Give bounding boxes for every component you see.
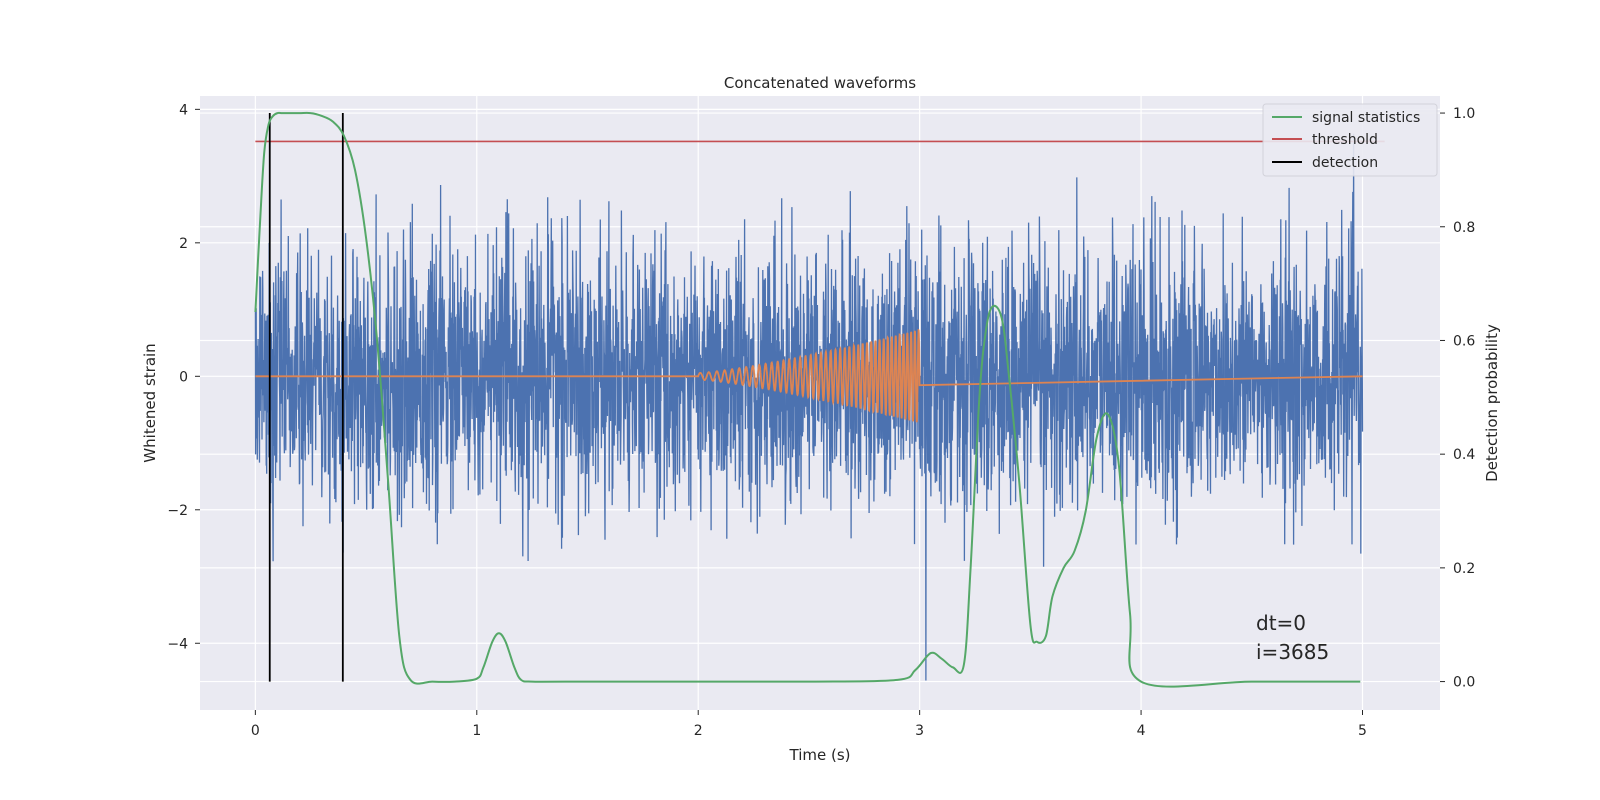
y-axis-label-left: Whitened strain — [141, 343, 159, 462]
y-tick-label-right: 0.6 — [1453, 333, 1475, 349]
y-tick-label-right: 0.4 — [1453, 447, 1475, 463]
data-layer — [254, 111, 1385, 688]
legend-label-signal-statistics: signal statistics — [1312, 110, 1420, 126]
x-tick-label: 1 — [472, 723, 481, 739]
legend-box — [1262, 103, 1438, 177]
y-tick-label-left: −2 — [167, 503, 188, 519]
x-tick-label: 0 — [251, 723, 260, 739]
legend-label-detection: detection — [1312, 155, 1378, 171]
legend-label-threshold: threshold — [1312, 132, 1378, 148]
annotation-dt: dt=0 — [1256, 611, 1306, 635]
x-tick-label: 4 — [1137, 723, 1146, 739]
strain-series — [254, 133, 1364, 681]
y-tick-label-right: 0.8 — [1453, 220, 1475, 236]
axes: 0 1 2 3 4 5 −4 −2 0 2 4 0.0 0.2 0.4 0.6 0.8 1.0 — [167, 102, 1475, 739]
x-tick-label: 3 — [915, 723, 924, 739]
annotation-index: i=3685 — [1256, 640, 1329, 664]
signal-statistics-series — [254, 111, 1361, 688]
y-tick-label-left: 2 — [179, 236, 188, 252]
y-tick-label-left: 0 — [179, 369, 188, 385]
chart-title: Concatenated waveforms — [724, 74, 916, 92]
x-tick-label: 5 — [1358, 723, 1367, 739]
y-tick-label-left: 4 — [179, 102, 188, 118]
x-axis-label: Time (s) — [789, 746, 851, 764]
y-tick-label-right: 0.2 — [1453, 561, 1475, 577]
y-tick-label-left: −4 — [167, 636, 188, 652]
injected-signal-series — [255, 328, 1363, 423]
x-tick-label: 2 — [694, 723, 703, 739]
y-tick-label-right: 1.0 — [1453, 106, 1475, 122]
y-axis-label-right: Detection probability — [1483, 324, 1501, 482]
legend: signal statistics threshold detection — [1262, 103, 1438, 177]
y-tick-label-right: 0.0 — [1453, 675, 1475, 691]
